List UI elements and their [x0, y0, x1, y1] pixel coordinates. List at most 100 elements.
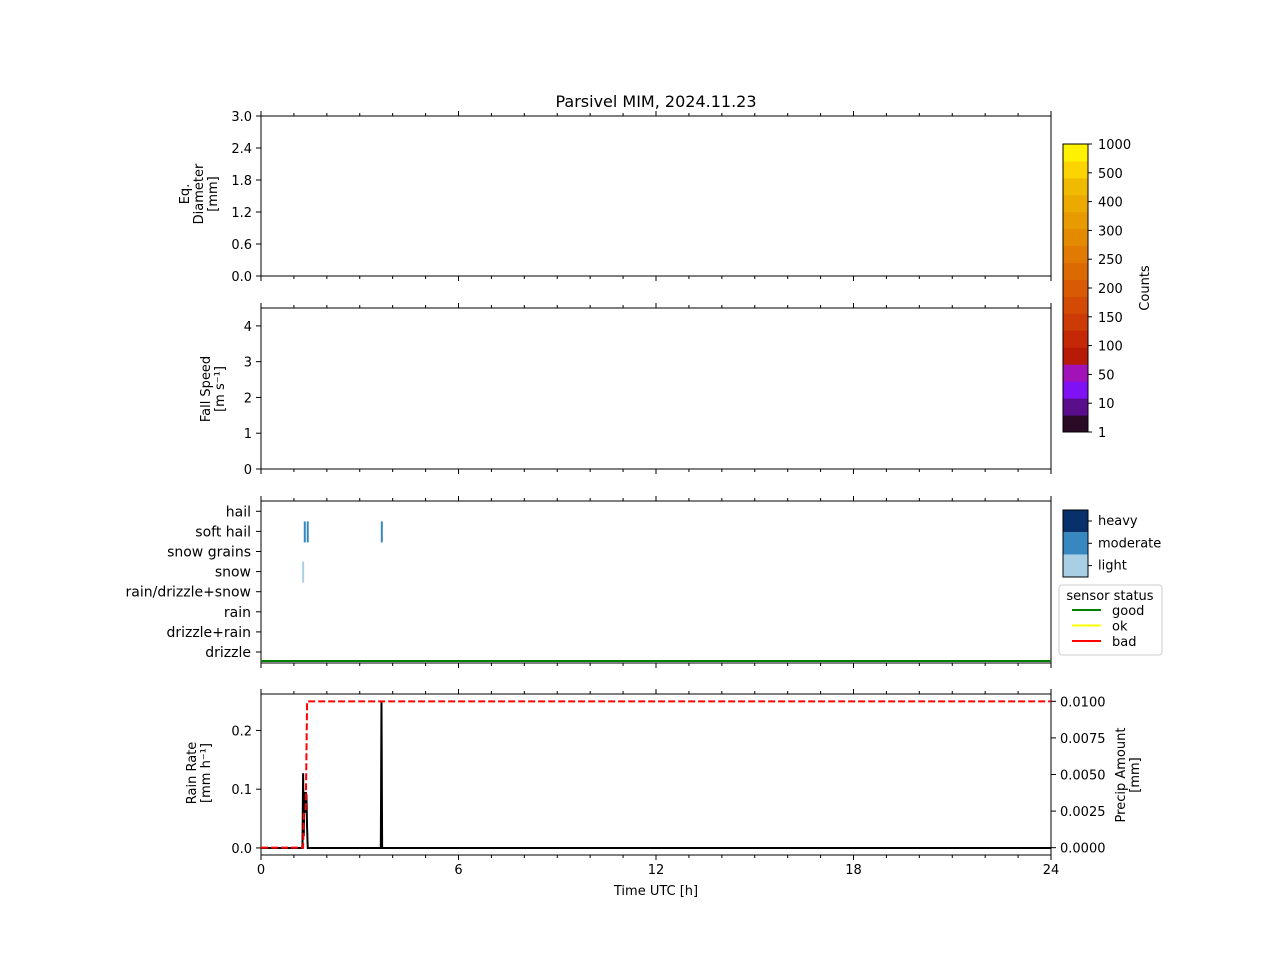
rain-rate-y-label: Rain Rate[mm h⁻¹] — [185, 742, 214, 805]
time-axis: 0 6 12 18 24 — [257, 863, 1059, 878]
y2-tick-label: 0.0075 — [1060, 732, 1106, 747]
rain-rate-y-label-line: [mm h⁻¹] — [199, 743, 214, 803]
sensor-status-label: ok — [1112, 620, 1128, 635]
colorbar-tick-label: 10 — [1098, 397, 1115, 412]
colorbar-segment — [1063, 364, 1088, 382]
x-axis-label: Time UTC [h] — [613, 884, 698, 899]
sensor-status-label: bad — [1112, 635, 1136, 650]
y-tick-label: 0.6 — [231, 238, 252, 253]
precip-amount-y-label-line: Precip Amount — [1114, 728, 1129, 823]
category-label: drizzle+rain — [166, 625, 251, 641]
intensity-label: heavy — [1098, 514, 1138, 529]
x-tick-label: 18 — [845, 863, 862, 878]
colorbar-segment — [1063, 177, 1088, 196]
category-label: rain — [224, 605, 251, 621]
colorbar-segment — [1063, 296, 1088, 314]
y-tick-label: 1.8 — [231, 174, 252, 189]
y-tick-label: 2 — [244, 391, 252, 406]
colorbar-segment — [1063, 160, 1088, 179]
y-tick-label: 0 — [244, 463, 252, 478]
intensity-swatch — [1063, 532, 1088, 555]
y-tick-label: 2.4 — [231, 142, 252, 157]
y-tick-label: 3 — [244, 356, 252, 371]
rain-rate-y-label-line: Rain Rate — [185, 742, 200, 805]
y2-tick-label: 0.0100 — [1060, 695, 1106, 710]
diameter-panel: 0.0 0.6 1.2 1.8 2.4 3.0 Eq.Diameter[mm] — [178, 110, 1052, 285]
plot-frame — [260, 307, 1052, 470]
colorbar-label: Counts — [1138, 265, 1153, 311]
y-tick-label: 0.0 — [231, 842, 252, 857]
intensity-legend: heavy moderate light — [1062, 509, 1161, 578]
fall-speed-y-label: Fall Speed[m s⁻¹] — [199, 356, 228, 422]
precip-event-bar — [303, 521, 306, 543]
sensor-status-label: good — [1112, 604, 1144, 619]
fall-speed-panel: 0 1 2 3 4 Fall Speed[m s⁻¹] — [199, 303, 1052, 478]
counts-colorbar: 1 10 50 100 150 200 250 300 400 500 1000 Counts — [1062, 138, 1153, 441]
intensity-swatch — [1063, 510, 1088, 533]
y-tick-label: 0.1 — [231, 783, 252, 798]
fall-speed-y-label-line: [m s⁻¹] — [213, 366, 228, 412]
precip-amount-y-label-line: [mm] — [1128, 757, 1143, 792]
category-label: rain/drizzle+snow — [126, 585, 251, 601]
colorbar-segment — [1063, 313, 1088, 331]
sensor-status-title: sensor status — [1066, 589, 1153, 604]
colorbar-segment — [1063, 262, 1088, 281]
colorbar-tick-label: 1000 — [1098, 138, 1131, 153]
plot-frame — [260, 693, 1052, 856]
y-tick-label: 0.0 — [231, 270, 252, 285]
y-tick-label: 3.0 — [231, 110, 252, 125]
y2-tick-label: 0.0025 — [1060, 805, 1106, 820]
colorbar-tick-label: 400 — [1098, 196, 1123, 211]
x-tick-label: 6 — [454, 863, 462, 878]
category-label: soft hail — [195, 524, 251, 540]
colorbar-segment — [1063, 211, 1088, 230]
intensity-frame — [1062, 509, 1089, 578]
x-tick-label: 0 — [257, 863, 265, 878]
precip-type-panel: drizzle drizzle+rain rain rain/drizzle+snow… — [126, 496, 1052, 668]
colorbar-segment — [1063, 330, 1088, 348]
precip-event-bar — [302, 561, 305, 583]
rain-rate-panel: 0.0 0.1 0.2 0.0000 0.0025 0.0050 0.0075 0.0100 R… — [185, 689, 1143, 860]
precip-amount-line — [261, 700, 1051, 849]
y-tick-label: 1.2 — [231, 206, 252, 221]
intensity-label: moderate — [1098, 536, 1161, 551]
colorbar-segment — [1063, 381, 1088, 399]
y2-tick-label: 0.0000 — [1060, 842, 1106, 857]
y2-tick-label: 0.0050 — [1060, 769, 1106, 784]
fall-speed-y-label-line: Fall Speed — [199, 356, 214, 422]
colorbar-segment — [1063, 245, 1088, 264]
intensity-swatch — [1063, 554, 1088, 577]
colorbar-tick-label: 50 — [1098, 368, 1115, 383]
diameter-y-label-line: Diameter — [192, 163, 207, 224]
precip-event-bar — [380, 521, 383, 543]
diameter-y-label-line: [mm] — [206, 176, 221, 211]
plot-frame — [260, 115, 1052, 277]
colorbar-tick-label: 100 — [1098, 340, 1123, 355]
colorbar-tick-label: 500 — [1098, 167, 1123, 182]
sensor-status-box — [1058, 584, 1163, 656]
colorbar-segment — [1063, 347, 1088, 365]
category-label: snow — [215, 565, 251, 581]
precip-amount-y-label: Precip Amount[mm] — [1114, 728, 1143, 823]
colorbar-segment — [1063, 228, 1088, 247]
precip-event-bar — [306, 521, 309, 543]
colorbar-tick-label: 200 — [1098, 282, 1123, 297]
y-tick-label: 0.2 — [231, 724, 252, 739]
category-label: snow grains — [167, 545, 251, 561]
x-tick-label: 24 — [1043, 863, 1060, 878]
colorbar-segment — [1063, 144, 1088, 162]
intensity-label: light — [1098, 559, 1127, 574]
diameter-y-label-line: Eq. — [178, 184, 193, 205]
colorbar-tick-label: 150 — [1098, 311, 1123, 326]
plot-frame — [260, 500, 1052, 664]
colorbar-segment — [1063, 194, 1088, 213]
y-tick-label: 4 — [244, 320, 252, 335]
colorbar-segment — [1063, 398, 1088, 416]
colorbar-segment — [1063, 279, 1088, 297]
category-label: hail — [226, 504, 251, 520]
colorbar-tick-label: 250 — [1098, 253, 1123, 268]
y-tick-label: 1 — [244, 427, 252, 442]
diameter-y-label: Eq.Diameter[mm] — [178, 163, 221, 224]
